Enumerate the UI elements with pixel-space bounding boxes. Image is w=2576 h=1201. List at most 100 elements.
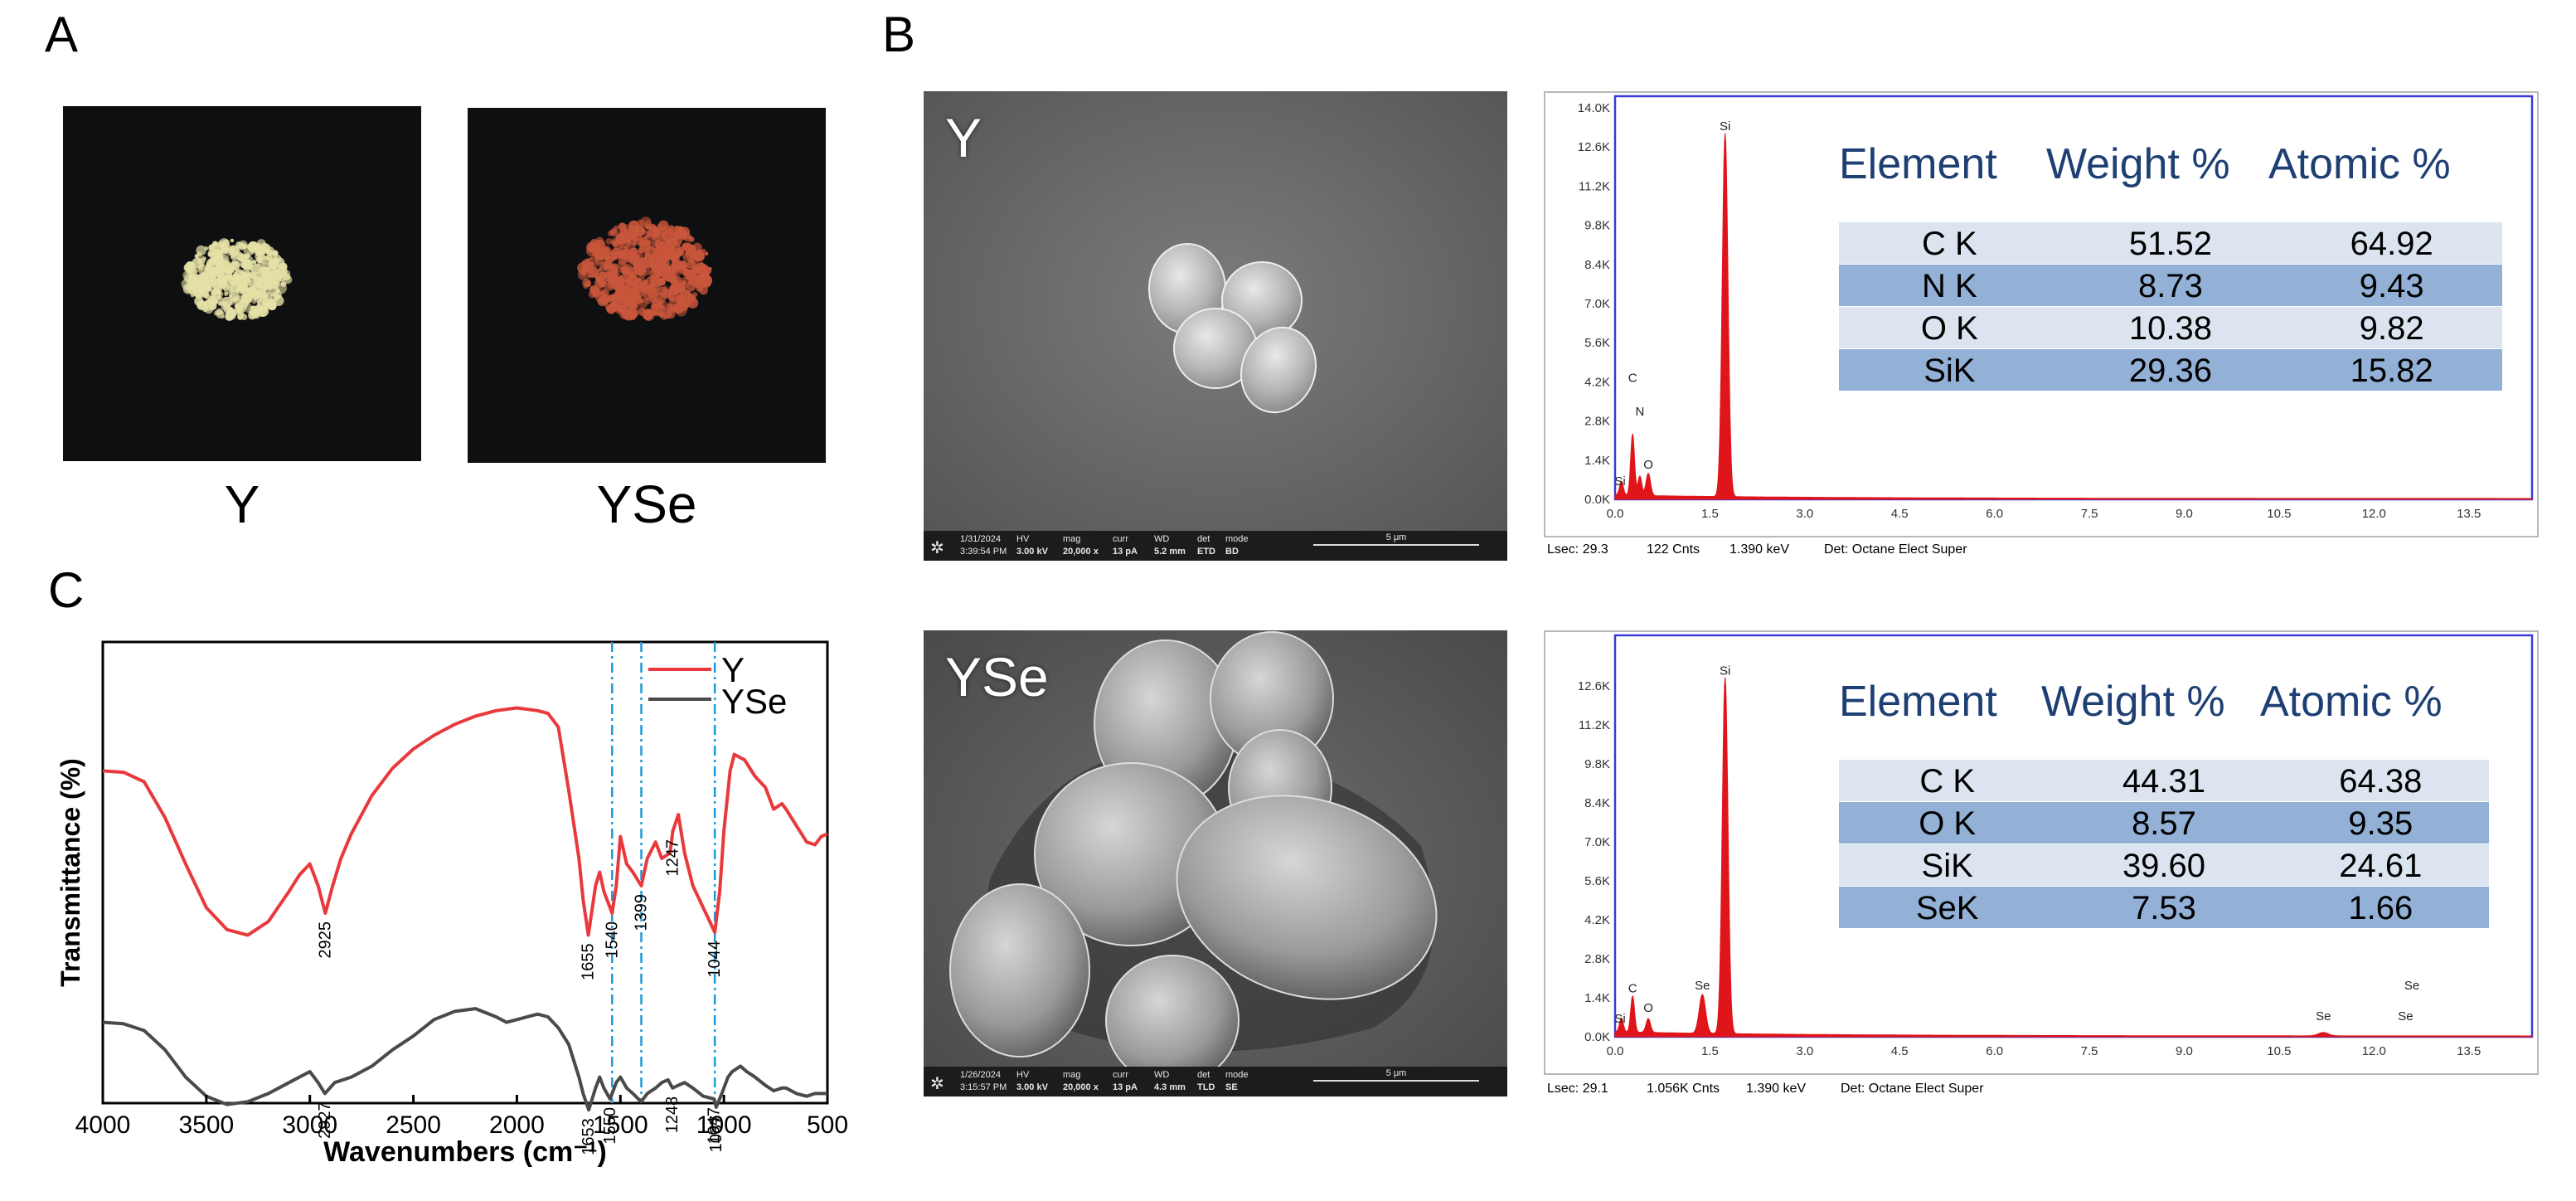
table-row: O K 10.38 9.82 (1839, 307, 2502, 348)
powder-grain (227, 283, 237, 293)
powder-grain (604, 254, 611, 261)
eds-footer-kev: 1.390 keV (1746, 1082, 1807, 1096)
powder-grain (588, 275, 592, 279)
powder-grain (245, 253, 250, 259)
table-cell: O K (1920, 310, 1978, 347)
powder-grain (669, 239, 677, 246)
table-cell: SiK (1924, 353, 1976, 389)
eds-x-tick-label: 9.0 (2176, 507, 2193, 521)
powder-grain (203, 288, 211, 295)
powder-grain (250, 305, 256, 311)
powder-grain (681, 231, 691, 241)
eds-footer-lsec: Lsec: 29.1 (1547, 1082, 1608, 1096)
sem-mode: BD (1225, 547, 1239, 557)
fei-logo-icon: ✲ (930, 539, 944, 557)
eds-x-tick-label: 7.5 (2081, 507, 2098, 521)
sem-mode: SE (1225, 1082, 1238, 1092)
table-header-weight: Weight % (2046, 140, 2230, 188)
table-cell: 9.82 (2359, 310, 2424, 347)
table-header-element: Element (1839, 140, 1997, 188)
powder-grain (261, 290, 273, 303)
powder-y-svg (181, 238, 293, 321)
panel-label-a: A (45, 7, 79, 62)
powder-grain (221, 315, 225, 319)
eds-x-tick-label: 1.5 (1701, 507, 1719, 521)
panel-label-b: B (882, 7, 916, 62)
table-cell: 15.82 (2350, 353, 2433, 389)
powder-grain (585, 280, 592, 288)
powder-grain (624, 278, 632, 284)
powder-grain (273, 295, 284, 306)
eds-x-tick-label: 6.0 (1986, 1044, 2003, 1058)
sem-info-bar-yse: ✲ 1/26/2024 3:15:57 PM HV 3.00 kV mag 20… (924, 1067, 1507, 1096)
powder-grain (636, 269, 643, 276)
sem-image-yse: YSe ✲ 1/26/2024 3:15:57 PM HV 3.00 kV ma… (924, 630, 1507, 1096)
peak-label: 1044 (706, 941, 724, 978)
table-header-weight: Weight % (2041, 678, 2225, 726)
eds-peak-label: Si (1614, 474, 1625, 489)
table-header-atomic: Atomic % (2260, 678, 2443, 726)
powder-grain (213, 310, 219, 316)
table-cell: 51.52 (2128, 226, 2213, 262)
fei-logo-icon: ✲ (930, 1075, 944, 1093)
table-cell: C K (1921, 226, 1977, 262)
powder-grain (232, 296, 238, 303)
x-tick-label: 1500 (593, 1111, 648, 1139)
series-line-y (102, 706, 828, 937)
powder-grain (632, 236, 639, 242)
eds-x-tick-label: 0.0 (1607, 1044, 1624, 1058)
yeast-cell (949, 883, 1090, 1058)
eds-x-tick-label: 3.0 (1796, 507, 1813, 521)
table-cell: 24.61 (2339, 848, 2423, 884)
yeast-cell (1176, 795, 1438, 1000)
peak-label: 1248 (663, 1096, 682, 1134)
sem-label-y: Y (945, 107, 982, 168)
powder-grain (699, 285, 708, 295)
peak-label: 2925 (316, 921, 334, 959)
powder-grain (243, 270, 252, 280)
eds-y-tick-label: 14.0K (1578, 101, 1610, 115)
x-tick-label: 500 (807, 1111, 848, 1139)
powder-grain (224, 291, 229, 296)
powder-grain (211, 287, 222, 298)
powder-grain (633, 304, 640, 310)
powder-grain (667, 307, 672, 312)
powder-grain (668, 226, 674, 232)
powder-yse-svg (577, 216, 713, 322)
eds-y-tick-label: 5.6K (1584, 336, 1610, 350)
eds-x-tick-label: 12.0 (2362, 507, 2386, 521)
powder-grain (613, 255, 618, 260)
x-tick-label: 2000 (489, 1111, 545, 1139)
powder-grain (256, 242, 261, 247)
sem-scale-bar: 5 μm (1313, 1068, 1479, 1082)
eds-peak-label: N (1635, 405, 1644, 419)
powder-grain (252, 260, 257, 265)
powder-grain (656, 246, 667, 258)
eds-footer-cnts: 1.056K Cnts (1647, 1082, 1720, 1096)
eds-spectrum-area (1614, 677, 2533, 1038)
sem-time: 3:15:57 PM (960, 1082, 1007, 1092)
powder-photo-yse (468, 108, 826, 463)
table-cell: 8.57 (2132, 805, 2196, 842)
eds-y-tick-label: 9.8K (1584, 757, 1610, 771)
powder-grain (638, 257, 648, 268)
powder-grain (607, 280, 616, 289)
eds-x-tick-label: 0.0 (1607, 507, 1624, 521)
powder-grain (635, 281, 640, 286)
powder-grain (638, 239, 651, 251)
powder-grain (659, 241, 669, 250)
powder-grain (275, 288, 280, 293)
powder-grain (235, 274, 243, 282)
sem-mag-label: mag (1063, 1070, 1081, 1080)
powder-grain (657, 220, 669, 231)
powder-grain (201, 256, 207, 261)
table-header-element: Element (1839, 678, 1997, 726)
sem-hv-label: HV (1016, 534, 1030, 544)
peak-label: 1653 (580, 1118, 598, 1155)
powder-grain (207, 278, 211, 283)
powder-grain (605, 238, 613, 245)
powder-grain (269, 280, 279, 289)
powder-grain (622, 229, 633, 241)
eds-y-tick-label: 0.0K (1584, 493, 1610, 507)
powder-grain (686, 242, 691, 247)
